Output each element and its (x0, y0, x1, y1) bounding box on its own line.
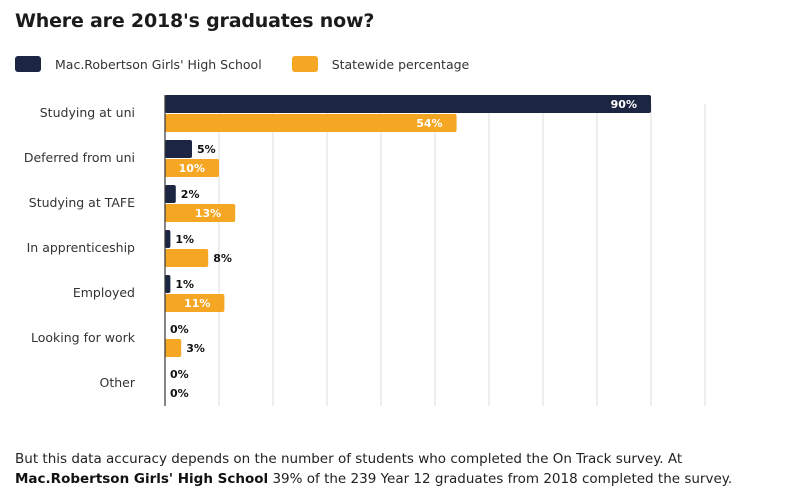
bar-school (165, 95, 651, 113)
category-label: Employed (73, 285, 135, 300)
bar-school (165, 275, 171, 293)
value-label: 11% (184, 297, 210, 310)
value-label: 3% (186, 342, 205, 355)
legend-item-statewide: Statewide percentage (291, 56, 470, 72)
legend-item-school: Mac.Robertson Girls' High School (15, 56, 262, 72)
value-label: 1% (175, 233, 194, 246)
bar-statewide (165, 114, 457, 132)
value-label: 13% (195, 207, 221, 220)
chart-title: Where are 2018's graduates now? (15, 10, 375, 32)
category-label: Deferred from uni (24, 150, 135, 165)
bar-school (165, 230, 171, 248)
category-label: Studying at uni (40, 105, 135, 120)
value-label: 0% (170, 368, 189, 381)
category-label: Looking for work (31, 330, 136, 345)
value-label: 54% (416, 117, 442, 130)
value-label: 0% (170, 387, 189, 400)
bar-statewide (165, 249, 209, 267)
category-label: In apprenticeship (27, 240, 135, 255)
bar-statewide (165, 339, 182, 357)
legend-label-school: Mac.Robertson Girls' High School (55, 56, 262, 72)
bar-statewide (165, 204, 236, 222)
bar-school (165, 185, 176, 203)
category-label: Studying at TAFE (29, 195, 135, 210)
bar-chart: Studying at uni 90% 54% Deferred from uni 5%… (24, 95, 706, 406)
footnote-school-name: Mac.Robertson Girls' High School (15, 471, 269, 487)
value-label: 5% (197, 143, 216, 156)
bar-school (165, 140, 192, 158)
category-label: Other (100, 375, 136, 390)
footnote: But this data accuracy depends on the nu… (15, 449, 780, 489)
value-label: 1% (175, 278, 194, 291)
value-label: 90% (611, 98, 637, 111)
value-label: 8% (213, 252, 232, 265)
value-label: 0% (170, 323, 189, 336)
legend-swatch-school (15, 56, 41, 72)
bar-statewide (165, 159, 219, 177)
value-label: 2% (181, 188, 200, 201)
legend-swatch-statewide (291, 56, 318, 72)
footnote-text-2: 39% of the 239 Year 12 graduates from 20… (268, 471, 733, 487)
footnote-text-1: But this data accuracy depends on the nu… (15, 451, 683, 467)
legend-label-statewide: Statewide percentage (331, 56, 470, 72)
value-label: 10% (179, 162, 205, 175)
chart-legend: Mac.Robertson Girls' High School Statewi… (15, 56, 499, 72)
bar-statewide (165, 294, 225, 312)
